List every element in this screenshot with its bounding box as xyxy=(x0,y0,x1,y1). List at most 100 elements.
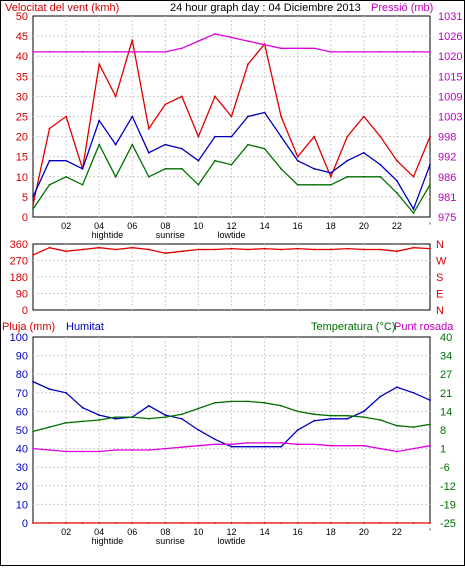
wind-direction-line-point xyxy=(429,247,431,250)
wind_avg-line-point xyxy=(147,175,150,178)
pressure-line-point xyxy=(280,47,282,50)
humidity-line-point xyxy=(296,429,299,431)
wind-direction-line-point xyxy=(263,247,266,250)
event-label: hightide xyxy=(92,230,124,240)
dew-line-point xyxy=(280,442,282,444)
wind_avg-line-point xyxy=(214,159,216,162)
gust_avg-line-point xyxy=(214,135,216,138)
pressure-line-point xyxy=(329,51,332,53)
direction-tick-label: 90 xyxy=(16,289,28,301)
wind_avg-line-point xyxy=(81,183,84,186)
wind-direction-line-point xyxy=(147,248,150,251)
compass-tick-label: W xyxy=(436,256,447,268)
event-label: lowtide xyxy=(217,536,245,546)
dew-line-point xyxy=(362,444,365,447)
humidity-line-point xyxy=(412,391,415,394)
temperature-tick-label: -6 xyxy=(440,462,450,474)
pressure-line-point xyxy=(379,51,382,53)
wind-line-point xyxy=(296,155,299,158)
wind-direction-line-point xyxy=(32,254,34,256)
wind_avg-line-point xyxy=(313,183,316,186)
humidity-tick-label: 40 xyxy=(16,444,28,456)
x-tick-label: 20 xyxy=(359,221,369,231)
pressure-line-point xyxy=(98,51,101,53)
wind-direction-line-point xyxy=(48,246,51,249)
gust_avg-line-point xyxy=(247,115,249,118)
rain-line-point xyxy=(147,522,150,524)
wind-direction-line-point xyxy=(214,248,216,251)
rain-line-point xyxy=(280,522,282,524)
dew-line-point xyxy=(131,449,134,451)
gust_avg-line-point xyxy=(197,159,200,162)
wind-line-point xyxy=(429,135,431,138)
gust_avg-line-point xyxy=(164,143,167,146)
humidity-line-point xyxy=(362,410,365,413)
rain-line-point xyxy=(214,522,216,524)
humidity-line-point xyxy=(81,406,84,409)
pressure-tick-label: 975 xyxy=(438,212,456,224)
temp-line-point xyxy=(429,423,431,426)
dew-line-point xyxy=(230,443,233,446)
wind-tick-label: 35 xyxy=(16,71,28,83)
rain-line-point xyxy=(197,522,200,524)
humidity-line-point xyxy=(429,399,431,402)
humidity-tick-label: 100 xyxy=(10,332,28,344)
humidity-line-point xyxy=(214,438,216,441)
pressure-line-point xyxy=(114,51,117,53)
pressure-line-point xyxy=(147,51,150,53)
direction-tick-label: 270 xyxy=(10,256,28,268)
gust_avg-line-point xyxy=(396,179,398,182)
x-tick-label: 16 xyxy=(293,527,303,537)
temp-line-point xyxy=(147,417,150,420)
pressure-tick-label: 981 xyxy=(438,192,456,204)
wind-line-point xyxy=(131,39,134,41)
wind-direction-line-point xyxy=(131,246,134,249)
temperature-humidity-panel: 0102030405060708090100-25-19-12-61814212… xyxy=(10,332,456,546)
gust_avg-line-point xyxy=(32,196,34,198)
wind-tick-label: 40 xyxy=(16,51,28,63)
wind-direction-line-point xyxy=(230,247,233,250)
rain-line-point xyxy=(32,522,34,524)
humidity-line-point xyxy=(181,417,183,420)
wind-line-point xyxy=(247,63,249,66)
wind-direction-line-point xyxy=(81,248,84,251)
wind-direction-line-point xyxy=(396,250,398,253)
rain-line-point xyxy=(230,522,233,524)
x-tick-label: 22 xyxy=(392,221,402,231)
dew-line-point xyxy=(48,449,51,451)
rain-line-point xyxy=(379,522,382,524)
wind-tick-label: 50 xyxy=(16,11,28,23)
wind-line-point xyxy=(32,204,34,206)
wind-line-point xyxy=(65,115,67,118)
pressure-line-point xyxy=(396,51,398,53)
pressure-line-point xyxy=(346,51,349,53)
pressure-tick-label: 1020 xyxy=(438,51,462,63)
rain-line-point xyxy=(412,522,415,524)
gust_avg-line-point xyxy=(48,159,51,162)
humidity-line-point xyxy=(98,414,101,416)
temp-line-point xyxy=(98,419,101,421)
x-tick-label: ' xyxy=(429,221,431,231)
gust_avg-line-point xyxy=(346,159,349,162)
pressure-line-point xyxy=(263,43,266,46)
pressure-tick-label: 986 xyxy=(438,172,456,184)
pressure-line-point xyxy=(81,51,84,53)
direction-tick-label: 360 xyxy=(10,239,28,251)
dew-line-point xyxy=(81,450,84,453)
gust_avg-line-point xyxy=(429,163,431,166)
pressure-axis-title: Pressió (mb) xyxy=(371,2,433,14)
pressure-tick-label: 1015 xyxy=(438,71,462,83)
dew-line-point xyxy=(429,444,431,447)
temp-line-point xyxy=(346,414,349,417)
humidity-tick-label: 60 xyxy=(16,406,28,418)
rain-line-point xyxy=(98,522,101,524)
wind-direction-line-point xyxy=(164,252,167,255)
humidity-line-point xyxy=(197,429,200,431)
dew-line-point xyxy=(147,449,150,451)
gust_avg-line-point xyxy=(65,159,67,162)
wind_avg-line-point xyxy=(362,175,365,178)
rain-line-point xyxy=(396,522,398,524)
x-tick-label: 18 xyxy=(326,527,336,537)
humidity-tick-label: 80 xyxy=(16,369,28,381)
